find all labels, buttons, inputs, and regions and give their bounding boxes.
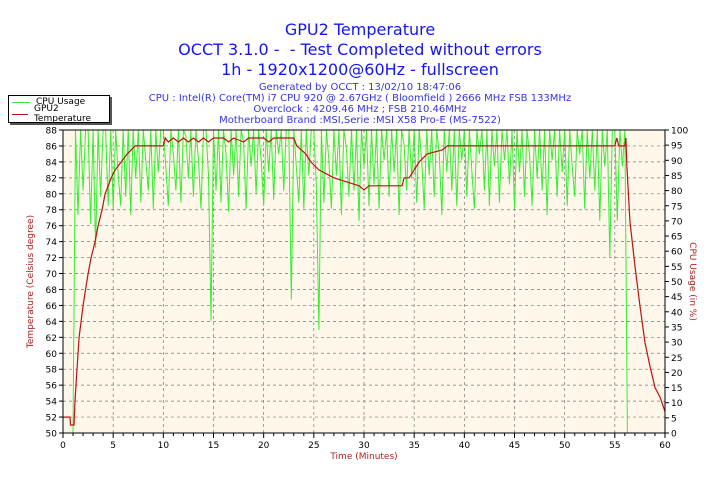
y-tick-label: 62 <box>46 334 57 344</box>
x-tick-label: 60 <box>659 441 671 451</box>
x-tick-label: 55 <box>609 441 620 451</box>
y-tick-label: 84 <box>46 158 58 168</box>
legend-swatch-temp <box>12 113 28 115</box>
y2-tick-label: 20 <box>671 369 683 379</box>
y2-tick-label: 25 <box>671 354 682 364</box>
x-tick-label: 30 <box>358 441 370 451</box>
y2-tick-label: 45 <box>671 293 682 303</box>
x-tick-label: 45 <box>509 441 520 451</box>
y-tick-label: 54 <box>46 398 58 408</box>
y2-tick-label: 65 <box>671 233 682 243</box>
x-tick-label: 5 <box>110 441 116 451</box>
y-tick-label: 76 <box>46 222 58 232</box>
legend-item-temp: GPU2 Temperature <box>9 104 109 124</box>
y-tick-label: 50 <box>46 430 58 440</box>
y2-tick-label: 100 <box>671 127 688 137</box>
x-tick-label: 15 <box>208 441 219 451</box>
x-tick-label: 50 <box>559 441 571 451</box>
x-tick-label: 40 <box>459 441 471 451</box>
legend-swatch-cpu <box>12 101 30 103</box>
y2-tick-label: 35 <box>671 323 682 333</box>
y-tick-label: 52 <box>46 414 57 424</box>
info-generated: Generated by OCCT : 13/02/10 18:47:06 <box>258 82 462 93</box>
info-overclock: Overclock : 4209.46 MHz ; FSB 210.46MHz <box>253 104 467 115</box>
chart-title: GPU2 Temperature <box>284 20 436 39</box>
info-cpu: CPU : Intel(R) Core(TM) i7 CPU 920 @ 2.6… <box>148 93 572 104</box>
y2-axis-label: CPU Usage (in %) <box>687 242 697 321</box>
info-motherboard: Motherboard Brand :MSI,Serie :MSI X58 Pr… <box>219 115 501 126</box>
y-tick-label: 74 <box>46 238 58 248</box>
y2-tick-label: 10 <box>671 399 683 409</box>
y-tick-label: 70 <box>46 270 58 280</box>
x-tick-label: 35 <box>408 441 419 451</box>
y2-tick-label: 75 <box>671 202 682 212</box>
y2-tick-label: 5 <box>671 414 677 424</box>
y-tick-label: 88 <box>46 127 58 137</box>
y2-tick-label: 40 <box>671 308 683 318</box>
legend-label-temp: GPU2 Temperature <box>33 104 91 124</box>
x-tick-label: 20 <box>258 441 270 451</box>
y2-tick-label: 0 <box>671 430 677 440</box>
y-tick-label: 72 <box>46 254 57 264</box>
y2-tick-label: 30 <box>671 339 683 349</box>
legend: CPU Usage GPU2 Temperature <box>8 95 110 124</box>
y-tick-label: 82 <box>46 174 57 184</box>
y-axis-label: Temperature (Celsius degree) <box>26 215 36 349</box>
y2-tick-label: 80 <box>671 187 683 197</box>
chart-subtitle: OCCT 3.1.0 - - Test Completed without er… <box>178 40 542 59</box>
y2-tick-label: 70 <box>671 217 683 227</box>
y2-tick-label: 15 <box>671 384 682 394</box>
y-tick-label: 66 <box>46 302 58 312</box>
y-tick-label: 80 <box>46 190 58 200</box>
y-tick-label: 68 <box>46 286 58 296</box>
x-axis-label: Time (Minutes) <box>329 452 397 462</box>
y-tick-label: 86 <box>46 142 58 152</box>
x-tick-label: 0 <box>60 441 66 451</box>
y-tick-label: 58 <box>46 366 58 376</box>
x-tick-label: 10 <box>158 441 170 451</box>
legend-item-cpu: CPU Usage <box>9 96 109 108</box>
y-tick-label: 60 <box>46 350 58 360</box>
legend-label-cpu: CPU Usage <box>36 97 86 107</box>
y2-tick-label: 55 <box>671 263 682 273</box>
chart-mode: 1h - 1920x1200@60Hz - fullscreen <box>221 60 499 79</box>
y2-tick-label: 50 <box>671 278 683 288</box>
y-tick-label: 56 <box>46 382 58 392</box>
y2-tick-label: 85 <box>671 172 682 182</box>
series-gpu2-temperature <box>63 136 666 426</box>
y2-tick-label: 95 <box>671 142 682 152</box>
y-tick-label: 78 <box>46 206 58 216</box>
y-tick-label: 64 <box>46 318 58 328</box>
x-tick-label: 25 <box>308 441 319 451</box>
y2-tick-label: 90 <box>671 157 683 167</box>
y2-tick-label: 60 <box>671 248 683 258</box>
